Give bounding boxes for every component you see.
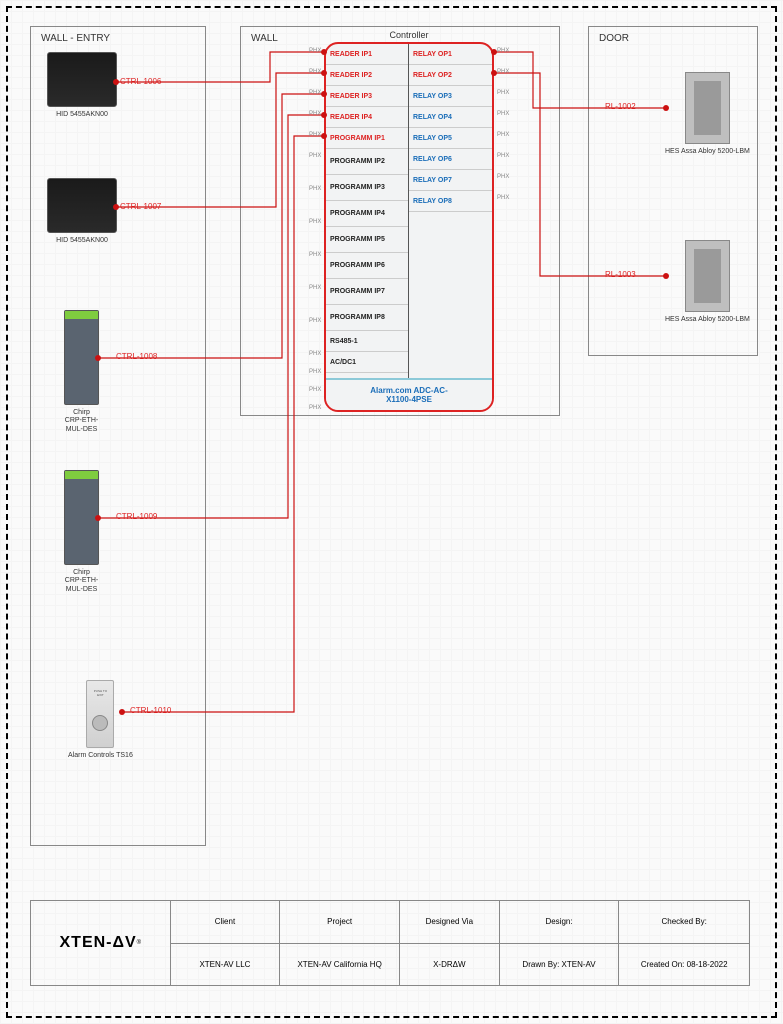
phx-label: PHX — [309, 252, 321, 258]
device-hid-2: HID 5455AKN00 — [47, 178, 117, 245]
controller-right-ports: RELAY OP1RELAY OP2RELAY OP3RELAY OP4RELA… — [409, 44, 492, 410]
title-block-cell: Drawn By: XTEN-AV — [500, 944, 619, 986]
phx-label: PHX — [309, 111, 321, 117]
exit-button-icon: PUSH TO EXIT — [86, 680, 114, 748]
title-block-cell: Checked By: — [619, 901, 749, 944]
controller-port-right: RELAY OP2 — [409, 65, 492, 86]
controller-footer: Alarm.com ADC-AC- X1100-4PSE — [326, 378, 492, 410]
controller-port-left: PROGRAMM IP6 — [326, 253, 408, 279]
controller-port-left: PROGRAMM IP8 — [326, 305, 408, 331]
strike-icon — [685, 240, 730, 312]
controller-header: Controller — [389, 30, 428, 40]
device-chirp-2: Chirp CRP-ETH- MUL-DES — [64, 470, 99, 594]
wire-label: RL-1002 — [605, 102, 636, 111]
phx-label: PHX — [309, 90, 321, 96]
phx-label: PHX — [497, 195, 509, 201]
title-block-cell: X-DRΔW — [400, 944, 499, 986]
device-strike-1: HES Assa Abloy 5200-LBM — [665, 72, 750, 156]
phx-label: PHX — [497, 153, 509, 159]
controller-port-right: RELAY OP6 — [409, 149, 492, 170]
controller-port-right: RELAY OP1 — [409, 44, 492, 65]
phx-label: PHX — [309, 285, 321, 291]
title-block-cell: Created On: 08-18-2022 — [619, 944, 749, 986]
controller-port-left: PROGRAMM IP5 — [326, 227, 408, 253]
title-block-cell: Project — [280, 901, 399, 944]
controller-left-ports: READER IP1READER IP2READER IP3READER IP4… — [326, 44, 409, 410]
phx-label: PHX — [309, 186, 321, 192]
controller-port-left: PROGRAMM IP4 — [326, 201, 408, 227]
controller-port-left: READER IP3 — [326, 86, 408, 107]
controller-port-right: RELAY OP4 — [409, 107, 492, 128]
controller-port-left: PROGRAMM IP1 — [326, 128, 408, 149]
chirp-reader-icon — [64, 310, 99, 405]
phx-label: PHX — [309, 351, 321, 357]
phx-label: PHX — [309, 369, 321, 375]
title-block-cell: XTEN-AV California HQ — [280, 944, 399, 986]
phx-label: PHX — [497, 111, 509, 117]
wire-label: CTRL-1010 — [130, 706, 171, 715]
title-block-cell: Client — [171, 901, 280, 944]
phx-label: PHX — [497, 90, 509, 96]
phx-label: PHX — [309, 405, 321, 411]
controller-port-right: RELAY OP5 — [409, 128, 492, 149]
section-title: WALL — [251, 33, 278, 44]
controller-port-left: AC/DC1 — [326, 352, 408, 373]
section-title: DOOR — [599, 33, 629, 44]
phx-label: PHX — [497, 174, 509, 180]
wire-label: CTRL-1007 — [120, 202, 161, 211]
phx-label: PHX — [497, 48, 509, 54]
device-strike-2: HES Assa Abloy 5200-LBM — [665, 240, 750, 324]
device-hid-1: HID 5455AKN00 — [47, 52, 117, 119]
controller-port-left: RS485-1 — [326, 331, 408, 352]
controller-port-left: PROGRAMM IP7 — [326, 279, 408, 305]
controller-port-right: RELAY OP3 — [409, 86, 492, 107]
controller-port-left: PROGRAMM IP3 — [326, 175, 408, 201]
phx-label: PHX — [497, 69, 509, 75]
controller-port-left: PROGRAMM IP2 — [326, 149, 408, 175]
phx-label: PHX — [309, 48, 321, 54]
wire-label: CTRL-1006 — [120, 77, 161, 86]
wire-label: CTRL-1008 — [116, 352, 157, 361]
strike-icon — [685, 72, 730, 144]
title-block-cell: XTEN-ΔV® — [31, 901, 170, 985]
title-block: XTEN-ΔV®ClientXTEN-AV LLCProjectXTEN-AV … — [30, 900, 750, 986]
title-block-cell: XTEN-AV LLC — [171, 944, 280, 986]
phx-label: PHX — [309, 219, 321, 225]
title-block-cell: Designed Via — [400, 901, 499, 944]
controller-port-right: RELAY OP8 — [409, 191, 492, 212]
controller: Controller READER IP1READER IP2READER IP… — [324, 42, 494, 412]
hid-reader-icon — [47, 178, 117, 233]
device-chirp-1: Chirp CRP-ETH- MUL-DES — [64, 310, 99, 434]
wire-label: RL-1003 — [605, 270, 636, 279]
controller-port-left: READER IP4 — [326, 107, 408, 128]
controller-port-left: READER IP2 — [326, 65, 408, 86]
phx-label: PHX — [497, 132, 509, 138]
controller-port-left: READER IP1 — [326, 44, 408, 65]
phx-label: PHX — [309, 153, 321, 159]
phx-label: PHX — [309, 69, 321, 75]
hid-reader-icon — [47, 52, 117, 107]
device-exit-button: PUSH TO EXIT Alarm Controls TS16 — [68, 680, 133, 760]
title-block-cell: Design: — [500, 901, 619, 944]
phx-label: PHX — [309, 318, 321, 324]
chirp-reader-icon — [64, 470, 99, 565]
controller-port-right: RELAY OP7 — [409, 170, 492, 191]
section-title: WALL - ENTRY — [41, 33, 110, 44]
phx-label: PHX — [309, 132, 321, 138]
phx-label: PHX — [309, 387, 321, 393]
wire-label: CTRL-1009 — [116, 512, 157, 521]
